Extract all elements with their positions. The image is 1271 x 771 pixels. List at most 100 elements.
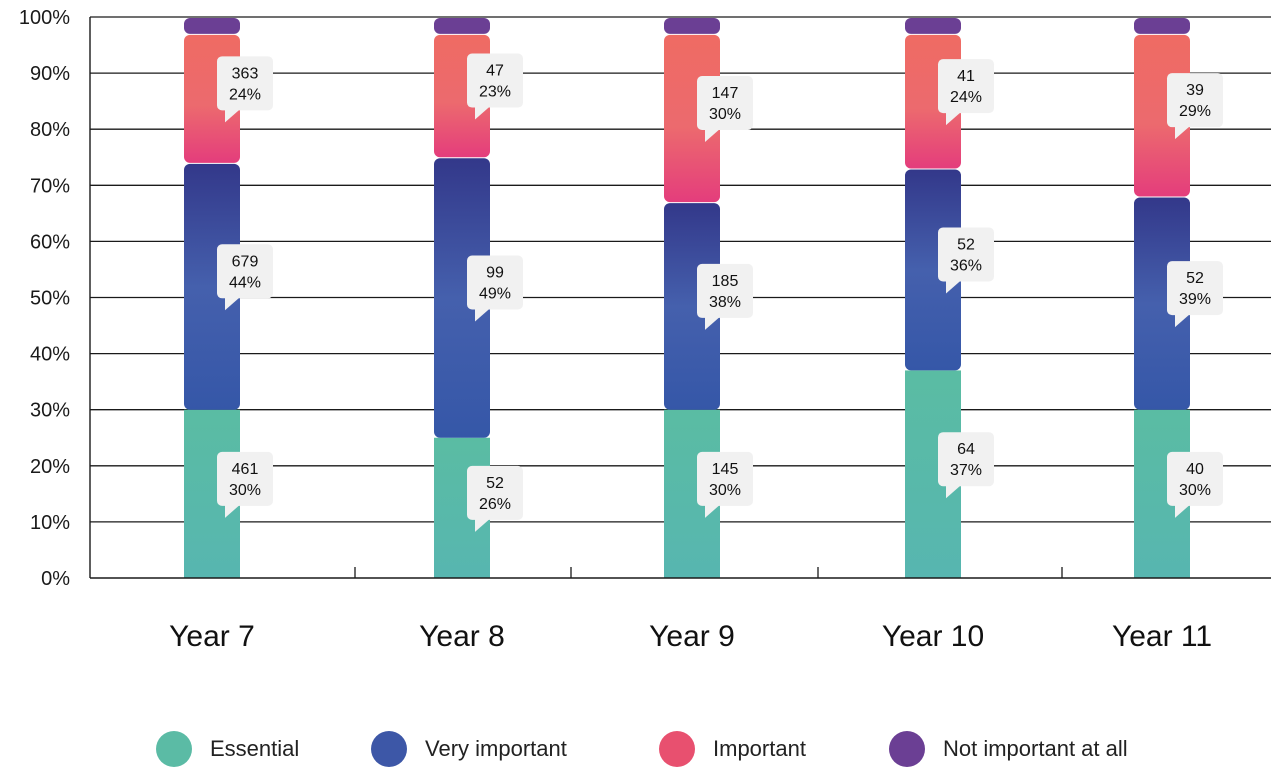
data-label-count: 185 [712, 273, 739, 290]
callout-box [938, 227, 994, 282]
y-tick-label: 70% [30, 175, 70, 197]
y-tick-label: 50% [30, 288, 70, 310]
bar-segment [664, 203, 720, 410]
bar-segment [1134, 18, 1190, 34]
x-tick-label: Year 11 [1112, 620, 1212, 653]
data-label-count: 147 [712, 85, 739, 102]
bar-segment [905, 18, 961, 34]
callout-pointer [946, 484, 962, 499]
data-label-count: 52 [957, 236, 975, 253]
y-tick-label: 20% [30, 456, 70, 478]
data-label-count: 145 [712, 461, 739, 478]
data-label-percent: 39% [1179, 291, 1211, 308]
callout-box [217, 244, 273, 299]
data-label-count: 679 [232, 253, 259, 270]
callout-pointer [705, 315, 721, 330]
data-label-count: 64 [957, 441, 975, 458]
legend-item-essential: Essential [156, 731, 299, 767]
callout-pointer [225, 108, 241, 123]
data-label-count: 40 [1186, 461, 1204, 478]
callout-pointer [225, 503, 241, 518]
callout-box [467, 53, 523, 108]
callout-box [697, 263, 753, 318]
callout-pointer [475, 105, 491, 120]
callout-pointer [946, 111, 962, 126]
callout-box [1167, 451, 1223, 506]
data-label-percent: 23% [479, 84, 511, 101]
data-label-count: 41 [957, 68, 975, 85]
y-tick-label: 90% [30, 63, 70, 85]
data-label-percent: 30% [229, 482, 261, 499]
legend-item-very-important: Very important [371, 731, 567, 767]
data-label-percent: 24% [950, 89, 982, 106]
callout-pointer [1175, 313, 1191, 328]
legend-label-not-important-at-all: Not important at all [943, 736, 1128, 761]
bar-segment [664, 18, 720, 34]
bar-segment [434, 18, 490, 34]
data-label-percent: 44% [229, 274, 261, 291]
y-tick-label: 0% [41, 568, 70, 590]
data-label-callouts: 461 30% 679 44% 363 24% 52 26% 99 49% 47 23% 145 30% 1… [217, 53, 1223, 532]
callout-pointer [1175, 125, 1191, 140]
data-label-percent: 37% [950, 462, 982, 479]
y-tick-label: 10% [30, 512, 70, 534]
bar-segment [905, 169, 961, 371]
callout-box [1167, 261, 1223, 316]
callout-box [217, 56, 273, 111]
y-tick-label: 100% [19, 7, 70, 29]
data-label-count: 52 [1186, 270, 1204, 287]
legend-swatch-not-important-at-all [889, 731, 925, 767]
data-label-count: 47 [486, 63, 504, 80]
callout-pointer [946, 279, 962, 294]
x-tick-label: Year 10 [882, 620, 984, 653]
data-label-percent: 36% [950, 257, 982, 274]
data-label-percent: 30% [709, 482, 741, 499]
x-axis: Year 7 Year 8 Year 9 Year 10 Year 11 [89, 17, 1271, 653]
y-tick-label: 30% [30, 400, 70, 422]
data-label-percent: 30% [709, 106, 741, 123]
y-axis-tick-labels: 0% 10% 20% 30% 40% 50% 60% 70% 80% 90% 100% [19, 7, 70, 590]
callout-box [467, 465, 523, 520]
callout-box [217, 451, 273, 506]
legend-swatch-important [659, 731, 695, 767]
y-tick-label: 60% [30, 231, 70, 253]
legend-swatch-very-important [371, 731, 407, 767]
data-label-percent: 30% [1179, 482, 1211, 499]
callout-pointer [475, 307, 491, 322]
data-label-count: 363 [232, 65, 259, 82]
data-label-count: 99 [486, 265, 504, 282]
legend-label-very-important: Very important [425, 736, 567, 761]
y-tick-label: 80% [30, 119, 70, 141]
data-label-percent: 38% [709, 294, 741, 311]
bar-segment [184, 18, 240, 34]
y-tick-label: 40% [30, 344, 70, 366]
callout-pointer [475, 517, 491, 532]
legend-item-not-important-at-all: Not important at all [889, 731, 1128, 767]
callout-box [697, 75, 753, 130]
data-label-count: 461 [232, 461, 259, 478]
legend: Essential Very important Important Not i… [0, 731, 1271, 771]
callout-box [938, 59, 994, 114]
legend-label-essential: Essential [210, 736, 300, 761]
data-label-count: 52 [486, 475, 504, 492]
x-tick-label: Year 7 [169, 620, 255, 653]
x-tick-label: Year 9 [649, 620, 735, 653]
data-label-count: 39 [1186, 82, 1204, 99]
callout-pointer [225, 296, 241, 311]
callout-box [1167, 73, 1223, 128]
data-label-percent: 24% [229, 86, 261, 103]
legend-label-important: Important [713, 736, 806, 761]
callout-box [697, 451, 753, 506]
data-label-percent: 49% [479, 286, 511, 303]
callout-box [467, 255, 523, 310]
x-tick-label: Year 8 [419, 620, 505, 653]
callout-box [938, 432, 994, 487]
legend-swatch-essential [156, 731, 192, 767]
bar-segment [1134, 197, 1190, 410]
callout-pointer [705, 127, 721, 142]
data-label-percent: 26% [479, 496, 511, 513]
bar-segment [184, 163, 240, 410]
bar-segment [434, 158, 490, 438]
data-label-percent: 29% [1179, 103, 1211, 120]
